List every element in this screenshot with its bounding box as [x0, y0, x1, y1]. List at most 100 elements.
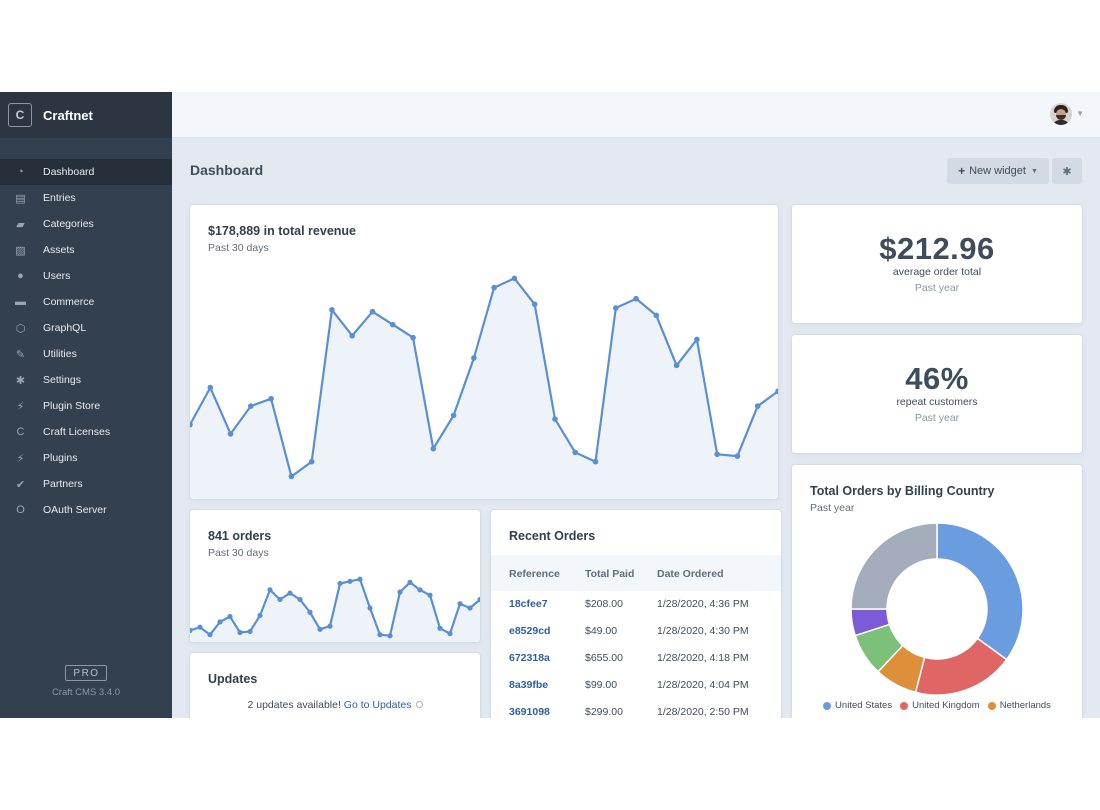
revenue-point[interactable] [410, 334, 416, 341]
orders-point[interactable] [377, 632, 383, 638]
order-reference-link[interactable]: 672318a [509, 652, 550, 664]
revenue-point[interactable] [572, 449, 579, 456]
sidebar-item-plugin-store[interactable]: ⚡ Plugin Store [0, 393, 172, 419]
sidebar-item-assets[interactable]: ▨ Assets [0, 237, 172, 263]
revenue-point[interactable] [430, 445, 437, 452]
orders-point[interactable] [257, 612, 263, 619]
revenue-point[interactable] [349, 332, 356, 339]
orders-point[interactable] [227, 613, 233, 620]
revenue-point[interactable] [653, 312, 660, 319]
new-widget-button[interactable]: + New widget ▼ [947, 158, 1049, 184]
average-order-value: $212.96 [879, 231, 995, 266]
edition-badge[interactable]: PRO [65, 665, 107, 681]
revenue-point[interactable] [288, 473, 295, 480]
sidebar-item-categories[interactable]: ▰ Categories [0, 211, 172, 237]
sidebar-item-commerce[interactable]: ▬ Commerce [0, 289, 172, 315]
column-header-date-ordered[interactable]: Date Ordered [657, 568, 724, 580]
revenue-point[interactable] [673, 362, 680, 369]
revenue-point[interactable] [552, 416, 558, 422]
revenue-point[interactable] [308, 458, 315, 465]
column-header-total-paid[interactable]: Total Paid [585, 568, 635, 580]
revenue-point[interactable] [369, 308, 376, 315]
orders-point[interactable] [457, 601, 463, 607]
orders-point[interactable] [277, 596, 283, 603]
revenue-point[interactable] [329, 307, 335, 313]
legend-item[interactable]: United States [823, 700, 892, 711]
orders-point[interactable] [347, 578, 353, 584]
orders-point[interactable] [337, 580, 343, 587]
orders-point[interactable] [437, 625, 443, 631]
orders-point[interactable] [217, 619, 223, 625]
order-reference-link[interactable]: e8529cd [509, 625, 551, 637]
orders-point[interactable] [307, 609, 313, 615]
brand[interactable]: C Craftnet [0, 92, 172, 138]
revenue-point[interactable] [531, 301, 538, 308]
orders-point[interactable] [317, 626, 323, 632]
orders-point[interactable] [207, 632, 213, 638]
donut-slice[interactable] [936, 522, 1024, 661]
revenue-point[interactable] [190, 421, 193, 428]
orders-point[interactable] [197, 624, 203, 630]
orders-point[interactable] [387, 633, 393, 639]
order-reference-link[interactable]: 8a39fbe [509, 679, 549, 691]
sidebar-item-users[interactable]: ● Users [0, 263, 172, 289]
revenue-point[interactable] [592, 458, 599, 465]
revenue-point[interactable] [511, 275, 518, 282]
orders-point[interactable] [407, 579, 413, 585]
sidebar-item-label: Assets [43, 244, 75, 256]
revenue-point[interactable] [227, 431, 234, 437]
column-header-reference[interactable]: Reference [509, 568, 560, 580]
chevron-down-icon[interactable]: ▼ [1076, 109, 1084, 118]
orders-point[interactable] [237, 629, 243, 636]
orders-point[interactable] [397, 589, 403, 595]
revenue-point[interactable] [633, 295, 639, 302]
revenue-point[interactable] [207, 384, 214, 391]
orders-point[interactable] [367, 605, 373, 611]
repeat-customers-label: repeat customers [896, 396, 978, 408]
order-reference-link[interactable]: 18cfee7 [509, 598, 548, 610]
orders-point[interactable] [357, 576, 363, 582]
revenue-line [190, 277, 778, 478]
orders-point[interactable] [467, 605, 473, 611]
revenue-point[interactable] [268, 395, 274, 402]
order-reference-link[interactable]: 3691098 [509, 706, 550, 718]
legend-swatch [823, 701, 832, 710]
orders-point[interactable] [477, 596, 480, 603]
sidebar-item-graphql[interactable]: ⬡ GraphQL [0, 315, 172, 341]
go-to-updates-link[interactable]: Go to Updates [343, 699, 412, 711]
sidebar-item-dashboard[interactable]: ◔ Dashboard [0, 159, 172, 185]
revenue-point[interactable] [694, 336, 700, 343]
sidebar-item-entries[interactable]: ▤ Entries [0, 185, 172, 211]
orders-point[interactable] [247, 628, 253, 635]
revenue-point[interactable] [248, 403, 254, 409]
sidebar-item-partners[interactable]: ✔ Partners [0, 471, 172, 497]
revenue-point[interactable] [471, 355, 477, 361]
sidebar-item-oauth-server[interactable]: O OAuth Server [0, 497, 172, 523]
orders-point[interactable] [427, 592, 433, 598]
orders-point[interactable] [267, 587, 273, 593]
revenue-point[interactable] [714, 451, 720, 458]
user-avatar[interactable] [1050, 103, 1072, 125]
revenue-point[interactable] [612, 305, 619, 311]
revenue-point[interactable] [775, 388, 778, 395]
dashboard-settings-button[interactable]: ✱ [1052, 158, 1082, 184]
revenue-point[interactable] [450, 412, 457, 419]
legend-item[interactable]: Netherlands [987, 700, 1051, 711]
donut-slice[interactable] [850, 522, 938, 610]
orders-point[interactable] [447, 631, 453, 637]
legend-item[interactable]: United Kingdom [900, 700, 980, 711]
sidebar-item-settings[interactable]: ✱ Settings [0, 367, 172, 393]
orders-point[interactable] [327, 623, 333, 629]
orders-point[interactable] [287, 590, 293, 596]
revenue-point[interactable] [491, 284, 497, 291]
sidebar-item-craft-licenses[interactable]: C Craft Licenses [0, 419, 172, 445]
newspaper-icon: ▤ [15, 192, 26, 205]
orders-point[interactable] [297, 596, 303, 603]
revenue-point[interactable] [734, 453, 741, 459]
revenue-point[interactable] [754, 403, 761, 409]
sidebar-item-utilities[interactable]: ✎ Utilities [0, 341, 172, 367]
orders-point[interactable] [190, 627, 193, 633]
sidebar-item-plugins[interactable]: ⚡ Plugins [0, 445, 172, 471]
orders-point[interactable] [417, 587, 423, 593]
revenue-point[interactable] [389, 321, 396, 328]
